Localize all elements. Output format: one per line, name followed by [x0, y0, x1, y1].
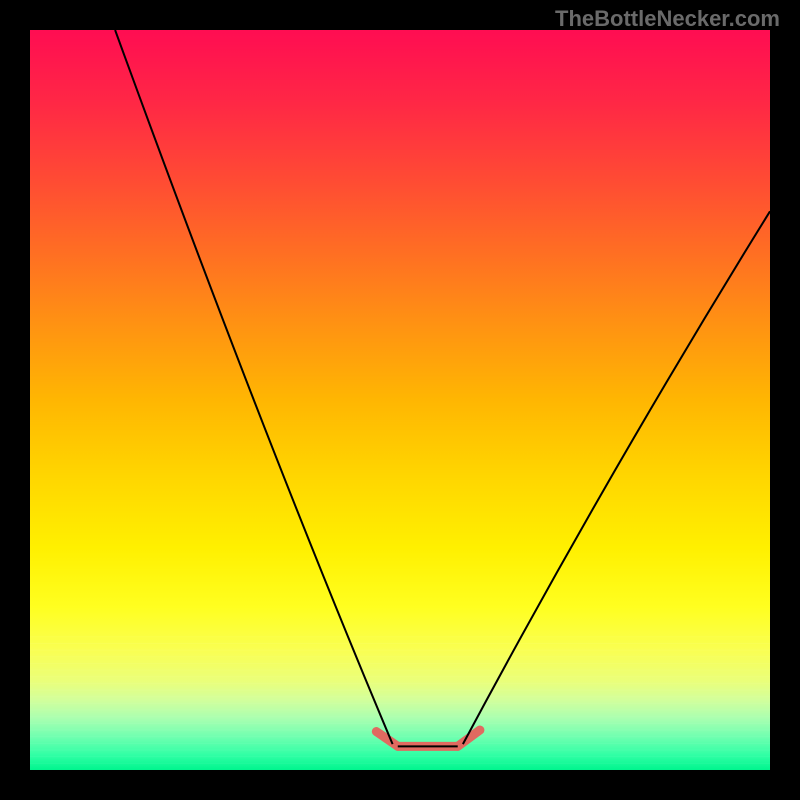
- plot-area: [30, 30, 770, 770]
- watermark-text: TheBottleNecker.com: [555, 6, 780, 32]
- bottleneck-curve: [30, 30, 770, 770]
